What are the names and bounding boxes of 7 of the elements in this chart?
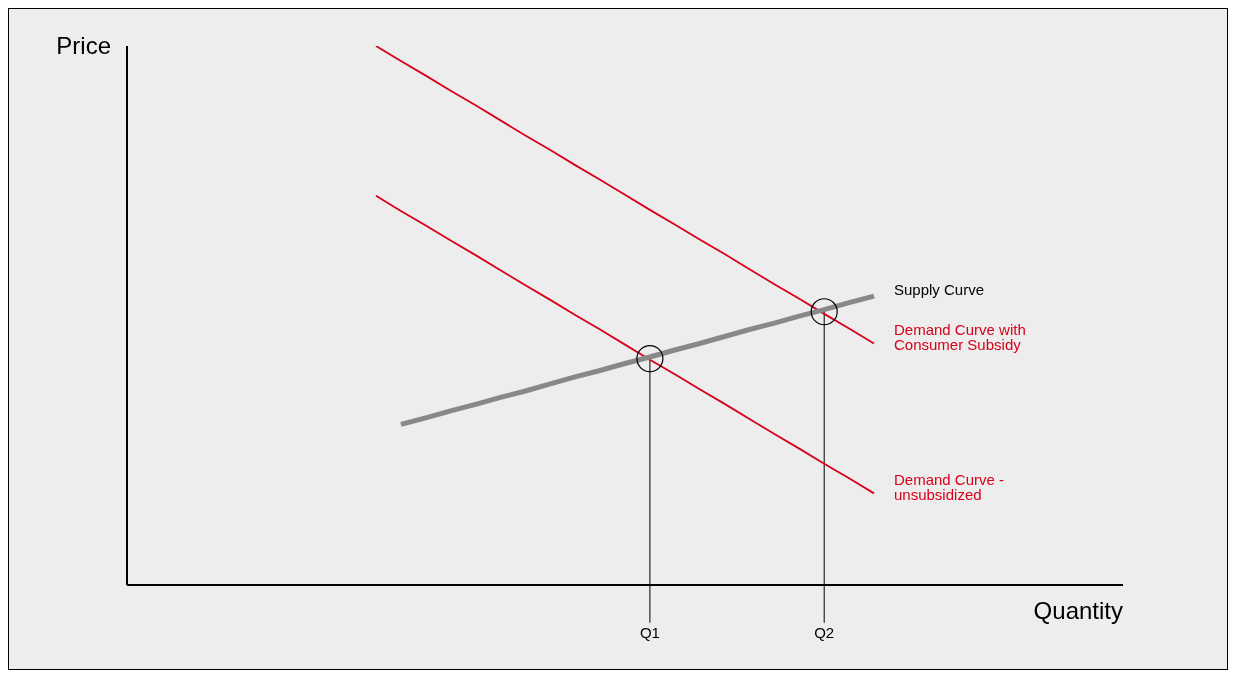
- x-tick-label: Q2: [814, 623, 835, 641]
- series-label: Supply Curve: [894, 281, 985, 299]
- y-axis-title: Price: [56, 32, 111, 59]
- series-label: Demand Curve with Consumer Subsidy: [894, 321, 1026, 354]
- series-label: Demand Curve - unsubsidized: [894, 471, 1005, 504]
- x-axis-title: Quantity: [1033, 597, 1123, 624]
- x-tick-label: Q1: [639, 623, 660, 641]
